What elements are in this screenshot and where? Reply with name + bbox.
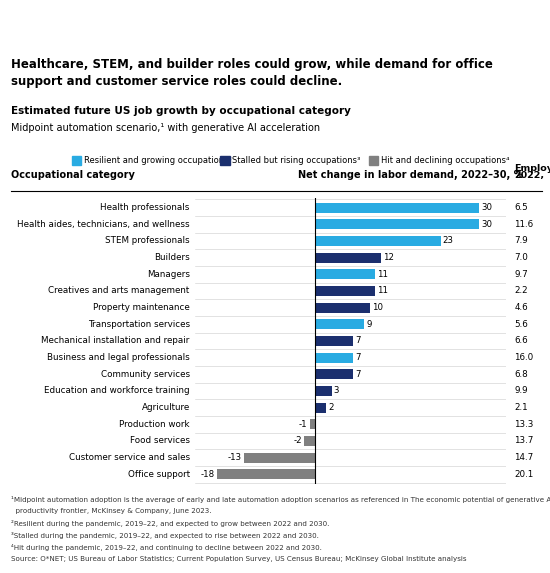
Text: 9.7: 9.7 [514,270,528,279]
Text: 13.7: 13.7 [514,437,534,445]
Text: 11: 11 [377,270,388,279]
Text: 7.0: 7.0 [514,253,528,262]
Bar [315,352,353,363]
Text: Property maintenance: Property maintenance [93,303,190,312]
Text: 2022,: 2022, [514,171,544,180]
Text: 30: 30 [481,203,492,212]
Bar [315,219,478,229]
Text: Midpoint automation scenario,¹ with generative AI acceleration: Midpoint automation scenario,¹ with gene… [11,123,320,133]
Bar [315,336,353,346]
Text: Net change in labor demand, 2022–30, %: Net change in labor demand, 2022–30, % [298,171,523,180]
Bar [315,403,326,413]
Text: STEM professionals: STEM professionals [105,237,190,245]
Bar [310,419,315,429]
Text: 6.8: 6.8 [514,370,528,379]
Bar [244,453,315,462]
Text: 7: 7 [355,370,361,379]
Text: support and customer service roles could decline.: support and customer service roles could… [11,75,342,88]
Text: Community services: Community services [101,370,190,379]
Bar [315,303,370,313]
Bar [315,236,441,246]
Text: Healthcare, STEM, and builder roles could grow, while demand for office: Healthcare, STEM, and builder roles coul… [11,58,493,71]
Text: 20.1: 20.1 [514,470,534,478]
Text: 2.2: 2.2 [514,286,528,296]
Text: 7: 7 [355,336,361,346]
Text: 3: 3 [334,386,339,395]
Text: ²Resilient during the pandemic, 2019–22, and expected to grow between 2022 and 2: ²Resilient during the pandemic, 2019–22,… [11,520,329,527]
Text: 9: 9 [366,320,372,329]
Bar [315,253,381,262]
Text: 14.7: 14.7 [514,453,534,462]
Text: Stalled but rising occupations³: Stalled but rising occupations³ [232,156,360,165]
Text: 9.9: 9.9 [514,386,528,395]
Text: 11: 11 [377,286,388,296]
Text: Builders: Builders [154,253,190,262]
Text: -18: -18 [201,470,215,478]
Text: Production work: Production work [119,419,190,429]
Bar [315,319,364,329]
Text: ³Stalled during the pandemic, 2019–22, and expected to rise between 2022 and 203: ³Stalled during the pandemic, 2019–22, a… [11,532,319,539]
Text: Source: O*NET; US Bureau of Labor Statistics; Current Population Survey, US Cens: Source: O*NET; US Bureau of Labor Statis… [11,556,466,562]
Text: 6.5: 6.5 [514,203,528,212]
Text: 11.6: 11.6 [514,220,534,229]
Text: Employment,: Employment, [514,164,550,173]
Text: 7: 7 [355,353,361,362]
Text: Hit and declining occupations⁴: Hit and declining occupations⁴ [381,156,509,165]
Text: Food services: Food services [130,437,190,445]
Text: 13.3: 13.3 [514,419,534,429]
Text: ¹Midpoint automation adoption is the average of early and late automation adopti: ¹Midpoint automation adoption is the ave… [11,496,550,503]
Text: Mechanical installation and repair: Mechanical installation and repair [41,336,190,346]
Text: Estimated future US job growth by occupational category: Estimated future US job growth by occupa… [11,106,351,116]
Text: Health professionals: Health professionals [100,203,190,212]
Bar [304,436,315,446]
Bar [217,469,315,479]
Text: 12: 12 [383,253,394,262]
Text: -2: -2 [294,437,302,445]
Text: 23: 23 [443,237,454,245]
Text: Resilient and growing occupations²: Resilient and growing occupations² [84,156,232,165]
Text: 7.9: 7.9 [514,237,528,245]
Text: 4.6: 4.6 [514,303,528,312]
Text: Office support: Office support [128,470,190,478]
Bar [315,386,332,396]
Bar [315,269,375,279]
Text: Occupational category: Occupational category [11,171,135,180]
Text: Health aides, technicians, and wellness: Health aides, technicians, and wellness [17,220,190,229]
Text: 6.6: 6.6 [514,336,528,346]
Text: productivity frontier, McKinsey & Company, June 2023.: productivity frontier, McKinsey & Compan… [11,508,212,513]
Text: Managers: Managers [147,270,190,279]
Bar [315,286,375,296]
Text: 2: 2 [328,403,334,412]
Text: 2.1: 2.1 [514,403,528,412]
Text: Education and workforce training: Education and workforce training [44,386,190,395]
Text: -1: -1 [299,419,307,429]
Text: Customer service and sales: Customer service and sales [69,453,190,462]
Text: Transportation services: Transportation services [87,320,190,329]
Text: ⁴Hit during the pandemic, 2019–22, and continuing to decline between 2022 and 20: ⁴Hit during the pandemic, 2019–22, and c… [11,544,322,551]
Text: -13: -13 [228,453,242,462]
Text: Business and legal professionals: Business and legal professionals [47,353,190,362]
Text: 5.6: 5.6 [514,320,528,329]
Text: 16.0: 16.0 [514,353,534,362]
Text: Creatives and arts management: Creatives and arts management [48,286,190,296]
Text: Agriculture: Agriculture [141,403,190,412]
Text: 30: 30 [481,220,492,229]
Text: 10: 10 [372,303,383,312]
Bar [315,203,478,213]
Bar [315,369,353,379]
